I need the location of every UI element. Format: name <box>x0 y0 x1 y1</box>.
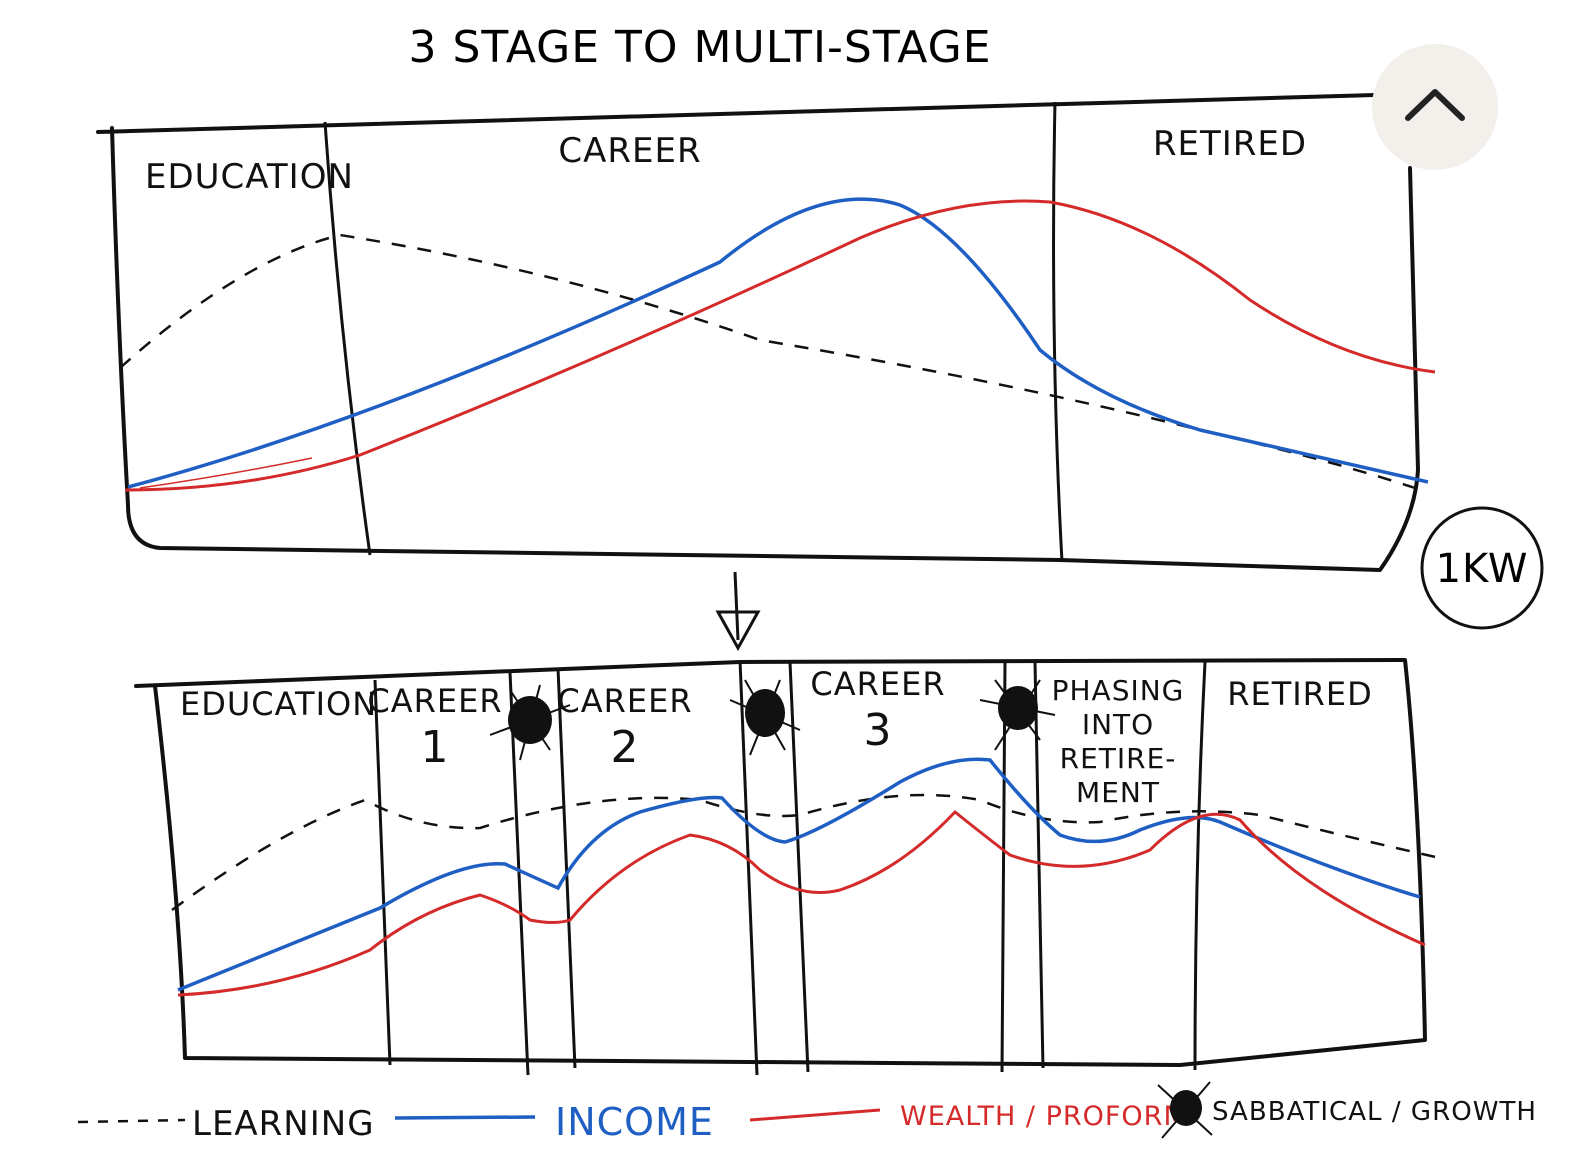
transition-arrow <box>715 571 761 652</box>
stage-label: PHASING INTO RETIRE-MENT <box>1052 674 1185 809</box>
income-curve <box>127 197 1429 489</box>
stage-label: EDUCATION <box>180 685 377 723</box>
legend-label: WEALTH / PROFORM <box>900 1101 1188 1132</box>
panel-frame <box>96 93 1420 572</box>
wealth-curve <box>139 457 313 489</box>
stage-label-line: 1 <box>421 722 450 773</box>
stage-label: RETIRED <box>1153 124 1307 164</box>
stage-label: CAREER 1 <box>367 682 502 773</box>
learning-curve <box>171 793 1441 912</box>
legend-swatch <box>394 1115 536 1120</box>
stage-label: RETIRED <box>1227 675 1373 713</box>
stage-label-line: MENT <box>1076 776 1160 809</box>
stage-label-line: RETIRED <box>1227 675 1373 713</box>
stage-label: EDUCATION <box>145 157 354 197</box>
stage-divider <box>508 667 577 1076</box>
wealth-curve <box>124 199 1436 492</box>
income-curve <box>177 757 1421 992</box>
badge: 1KW <box>1436 546 1529 592</box>
title: 3 STAGE TO MULTI-STAGE <box>408 22 991 73</box>
legend-swatch <box>749 1108 881 1122</box>
legend-swatch <box>77 1118 186 1124</box>
top-panel: EDUCATION CAREER RETIRED <box>96 93 1436 572</box>
stage-divider <box>1052 101 1064 563</box>
stage-label-line: 3 <box>864 705 893 756</box>
legend-label: INCOME <box>555 1100 714 1144</box>
stage-label: CAREER 2 <box>557 682 692 773</box>
stage-divider <box>323 121 372 556</box>
stage-label-line: PHASING <box>1052 674 1185 707</box>
wealth-curve <box>177 809 1426 997</box>
stage-label-line: RETIRE- <box>1060 742 1177 775</box>
panel-frame <box>134 658 1427 1067</box>
stage-label-line: CAREER <box>810 665 945 703</box>
stage-divider <box>1000 661 1045 1073</box>
stage-label-line: CAREER <box>367 682 502 720</box>
legend-swatch <box>1157 1081 1213 1139</box>
legend: LEARNING INCOME WEALTH / PROFORM SABBATI… <box>77 1081 1537 1144</box>
chevron-icon <box>1405 89 1465 121</box>
scroll-up-button[interactable] <box>1372 44 1498 170</box>
stage-label-line: 2 <box>611 722 640 773</box>
stage-label-line: INTO <box>1082 708 1154 741</box>
legend-label: LEARNING <box>192 1104 375 1144</box>
stage-divider <box>1193 661 1207 1071</box>
legend-label: SABBATICAL / GROWTH <box>1212 1097 1537 1127</box>
stage-label: CAREER <box>558 131 701 171</box>
stage-divider <box>738 659 810 1076</box>
stage-label-line: CAREER <box>557 682 692 720</box>
learning-curve <box>119 233 1416 490</box>
stage-label-line: EDUCATION <box>180 685 377 723</box>
sabbatical-icon <box>489 679 1056 761</box>
stage-label: CAREER 3 <box>810 665 945 756</box>
stage-divider <box>373 679 392 1066</box>
badge-circle <box>1420 506 1544 630</box>
